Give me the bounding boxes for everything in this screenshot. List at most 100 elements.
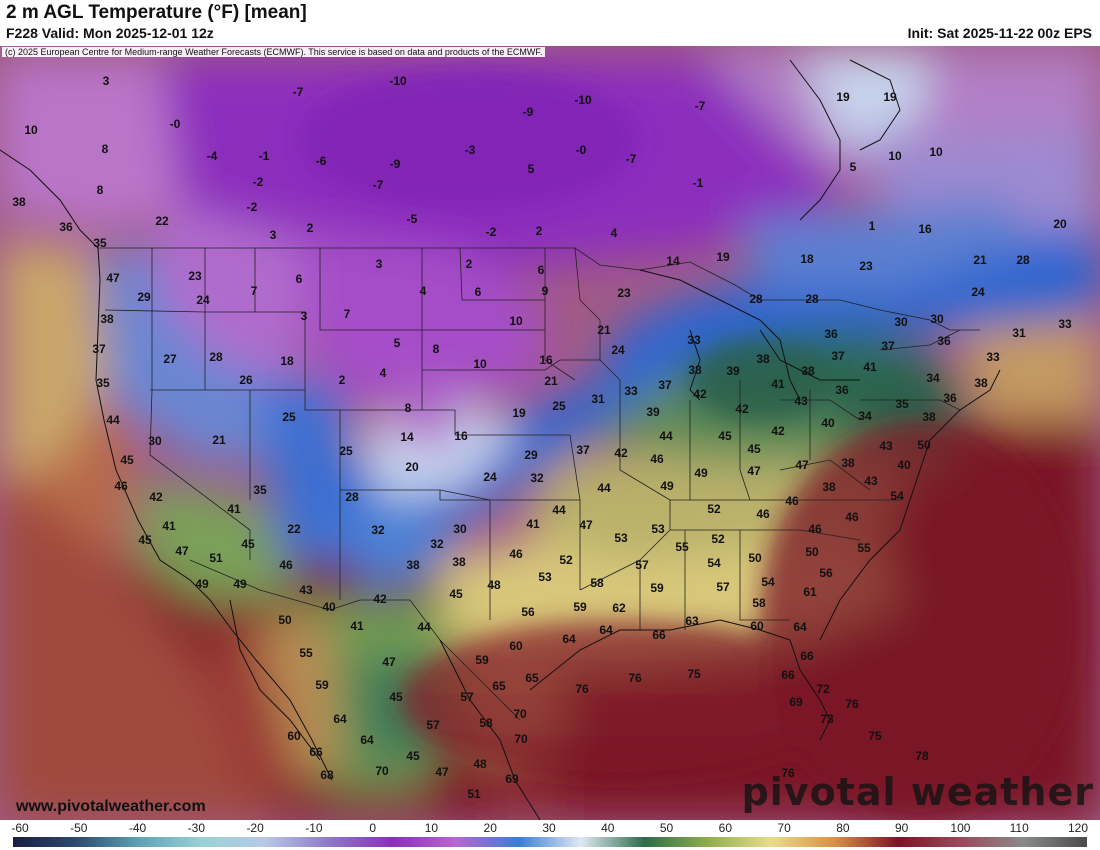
temperature-value: 25 [552,399,566,413]
copyright-notice: (c) 2025 European Centre for Medium-rang… [2,47,546,57]
temperature-value: 48 [473,757,487,771]
temperature-value: 47 [579,518,593,532]
temperature-value: 28 [805,292,819,306]
temperature-value: 57 [460,690,474,704]
temperature-value: 8 [433,342,440,356]
temperature-value: 44 [106,413,120,427]
colorbar-tick: 110 [1009,821,1029,835]
temperature-value: 45 [747,442,761,456]
temperature-value: 50 [917,438,931,452]
temperature-value: 38 [688,363,702,377]
temperature-value: 46 [785,494,799,508]
temperature-value: 59 [573,600,587,614]
temperature-value: 5 [394,336,401,350]
temperature-value: 6 [475,285,482,299]
map-svg: 3 -10-7-10 -719 19-910 -0-3 -08 -4 -1 -6 -9 -7 10 10… [0,46,1100,820]
temperature-value: 39 [646,405,660,419]
temperature-value: 38 [406,558,420,572]
temperature-value: 69 [789,695,803,709]
temperature-value: 34 [858,409,872,423]
temperature-value: 37 [881,339,895,353]
temperature-value: 1 [869,219,876,233]
colorbar-ticks: -60 -50 -40 -30 -20 -10 0 10 20 30 40 50 60 70 80 90 100… [0,820,1100,836]
temperature-value: -2 [253,175,264,189]
temperature-value: 40 [821,416,835,430]
temperature-value: 10 [473,357,487,371]
temperature-value: 28 [345,490,359,504]
temperature-value: 49 [233,577,247,591]
temperature-value: 78 [915,749,929,763]
colorbar-tick: -60 [11,821,29,835]
temperature-value: 70 [514,732,528,746]
temperature-value: 38 [452,555,466,569]
temperature-value: 68 [320,768,334,782]
colorbar-tick: 60 [718,821,733,835]
temperature-value: 41 [863,360,877,374]
temperature-value: 42 [771,424,785,438]
temperature-value: 30 [148,434,162,448]
temperature-map[interactable]: 3 -10 -7 -10 -7 19 19 -9 10 -0 -3 -0 8 -4 -1 -6 -9 -7 10 10… [0,46,1100,820]
temperature-value: 30 [930,312,944,326]
temperature-value: 28 [1016,253,1030,267]
temperature-value: 4 [420,284,427,298]
temperature-value: 49 [694,466,708,480]
temperature-value: 42 [693,387,707,401]
temperature-value: 76 [781,766,795,780]
temperature-value: 19 [883,90,897,104]
temperature-value: 53 [538,570,552,584]
temperature-value: 38 [922,410,936,424]
temperature-value: 34 [926,371,940,385]
temperature-value: 53 [651,522,665,536]
temperature-value: -7 [695,99,706,113]
temperature-value: 20 [1053,217,1067,231]
temperature-value: 6 [296,272,303,286]
temperature-value: 57 [635,558,649,572]
temperature-value: 54 [707,556,721,570]
temperature-value: 16 [454,429,468,443]
temperature-value: -5 [407,212,418,226]
colorbar-tick: -20 [246,821,264,835]
colorbar-tick: 70 [777,821,791,835]
temperature-value: 36 [824,327,838,341]
colorbar-gradient [13,837,1087,847]
temperature-value: 35 [253,483,267,497]
temperature-value: 47 [435,765,449,779]
map-title: 2 m AGL Temperature (°F) [mean] [6,2,307,23]
temperature-value: -4 [207,149,218,163]
temperature-value: 21 [597,323,611,337]
temperature-value: 48 [487,578,501,592]
temperature-value: 75 [687,667,701,681]
temperature-value: 33 [986,350,1000,364]
field-accents [300,70,1080,820]
temperature-value: -9 [523,105,534,119]
temperature-value: 51 [467,787,481,801]
temperature-value: 55 [299,646,313,660]
temperature-value: 23 [617,286,631,300]
colorbar-tick: -30 [187,821,205,835]
temperature-value: -7 [626,152,637,166]
temperature-value: 36 [943,391,957,405]
temperature-value: 64 [360,733,374,747]
temperature-value: 76 [575,682,589,696]
temperature-value: 8 [405,401,412,415]
temperature-value: 46 [509,547,523,561]
temperature-value: 33 [624,384,638,398]
colorbar-tick: -10 [305,821,323,835]
temperature-value: 18 [280,354,294,368]
temperature-value: 41 [350,619,364,633]
temperature-value: 41 [771,377,785,391]
temperature-value: 64 [333,712,347,726]
temperature-value: 39 [726,364,740,378]
temperature-value: 19 [716,250,730,264]
temperature-value: 50 [278,613,292,627]
temperature-value: 72 [816,682,830,696]
temperature-value: 76 [628,671,642,685]
temperature-value: 38 [822,480,836,494]
temperature-value: 28 [209,350,223,364]
temperature-value: 49 [195,577,209,591]
temperature-value: 59 [315,678,329,692]
boundaries [98,247,980,721]
colorbar-tick: -40 [128,821,147,835]
temperature-value: 46 [756,507,770,521]
temperature-value: 40 [322,600,336,614]
